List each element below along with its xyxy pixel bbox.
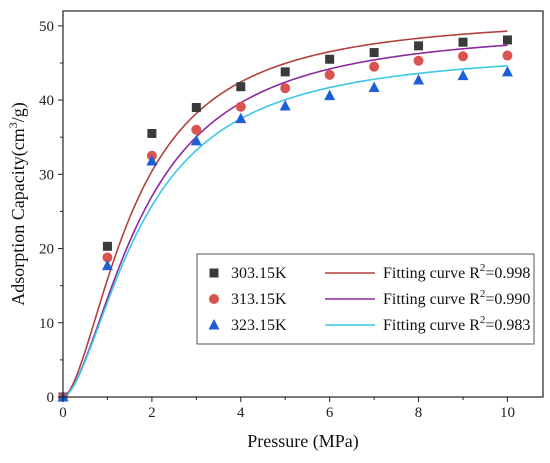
point-s2-8 xyxy=(413,74,425,85)
legend-fit-label-1: Fitting curve R2=0.990 xyxy=(383,288,530,308)
x-tick-label-5: 10 xyxy=(500,405,515,421)
x-tick-label-1: 2 xyxy=(148,405,156,421)
legend-fit-r2-1: =0.990 xyxy=(485,291,530,308)
point-s1-10 xyxy=(502,50,513,61)
legend-fit-r2-2: =0.983 xyxy=(485,317,530,334)
point-s0-2 xyxy=(147,128,157,138)
point-s1-3 xyxy=(191,124,202,135)
point-s2-1 xyxy=(101,259,113,271)
legend-fit-label-2: Fitting curve R2=0.983 xyxy=(383,314,530,334)
point-s1-1 xyxy=(102,252,113,263)
legend-fit-sup-0: 2 xyxy=(480,262,486,274)
point-s2-7 xyxy=(368,81,380,92)
point-s0-3 xyxy=(191,103,201,112)
x-tick-label-2: 4 xyxy=(237,405,245,421)
legend-marker-1 xyxy=(209,294,219,304)
legend-fit-sup-2: 2 xyxy=(480,314,486,326)
y-tick-label-5: 50 xyxy=(39,19,54,35)
point-s1-8 xyxy=(413,55,424,66)
point-s1-4 xyxy=(235,101,246,112)
point-s1-9 xyxy=(458,51,468,62)
point-s1-6 xyxy=(324,69,335,80)
y-axis-label: Adsorption Capacity(cm3/g) xyxy=(6,102,29,305)
point-s2-9 xyxy=(457,69,469,81)
point-s2-2 xyxy=(146,154,158,166)
legend-series-name-0: 303.15K xyxy=(231,265,287,282)
fit-curves xyxy=(62,30,508,398)
point-s0-7 xyxy=(369,48,379,58)
plot-frame xyxy=(62,10,544,398)
y-axis-label-sup: 3 xyxy=(6,122,20,128)
legend-series-name-2: 323.15K xyxy=(231,317,287,334)
point-s2-6 xyxy=(324,89,336,101)
legend-fit-text-0: Fitting curve R xyxy=(383,265,480,282)
point-s2-10 xyxy=(501,65,513,77)
point-s0-1 xyxy=(102,241,112,251)
fit-curve-0 xyxy=(62,30,508,398)
point-s0-8 xyxy=(414,41,424,51)
point-s2-4 xyxy=(235,112,247,124)
fit-curve-2 xyxy=(62,65,508,398)
point-s0-5 xyxy=(280,67,290,77)
legend-fit-r2-0: =0.998 xyxy=(485,265,530,282)
legend-marker-0 xyxy=(209,268,219,278)
y-axis-label-tail: /g) xyxy=(8,102,29,122)
point-s0-4 xyxy=(236,82,246,92)
y-tick-label-0: 0 xyxy=(47,390,55,406)
point-s0-9 xyxy=(458,37,468,47)
legend-fit-label-0: Fitting curve R2=0.998 xyxy=(383,262,530,282)
legend-series-name-1: 313.15K xyxy=(231,291,287,308)
point-s1-5 xyxy=(280,83,291,94)
x-tick-label-0: 0 xyxy=(59,405,67,421)
legend-fit-text-1: Fitting curve R xyxy=(383,291,480,308)
point-s2-5 xyxy=(279,100,291,111)
fit-curve-1 xyxy=(62,44,508,398)
y-tick-label-4: 40 xyxy=(39,93,54,109)
x-tick-label-3: 6 xyxy=(326,405,334,421)
point-s1-7 xyxy=(369,61,380,72)
x-axis-label: Pressure (MPa) xyxy=(247,431,358,452)
legend-fit-sup-1: 2 xyxy=(480,288,486,300)
legend-fit-text-2: Fitting curve R xyxy=(383,317,480,334)
axis-ticks: 0 2 4 6 8 10 0 10 20 30 40 50 xyxy=(39,19,515,421)
x-tick-label-4: 8 xyxy=(415,405,423,421)
y-tick-label-1: 10 xyxy=(39,316,54,332)
y-tick-label-3: 30 xyxy=(39,167,54,183)
point-s0-6 xyxy=(325,54,335,64)
point-s2-3 xyxy=(190,134,202,146)
data-points xyxy=(57,35,513,402)
point-s0-10 xyxy=(502,35,512,45)
y-axis-label-main: Adsorption Capacity(cm xyxy=(8,128,29,305)
legend-marker-2 xyxy=(208,319,220,330)
y-tick-label-2: 20 xyxy=(39,242,54,258)
